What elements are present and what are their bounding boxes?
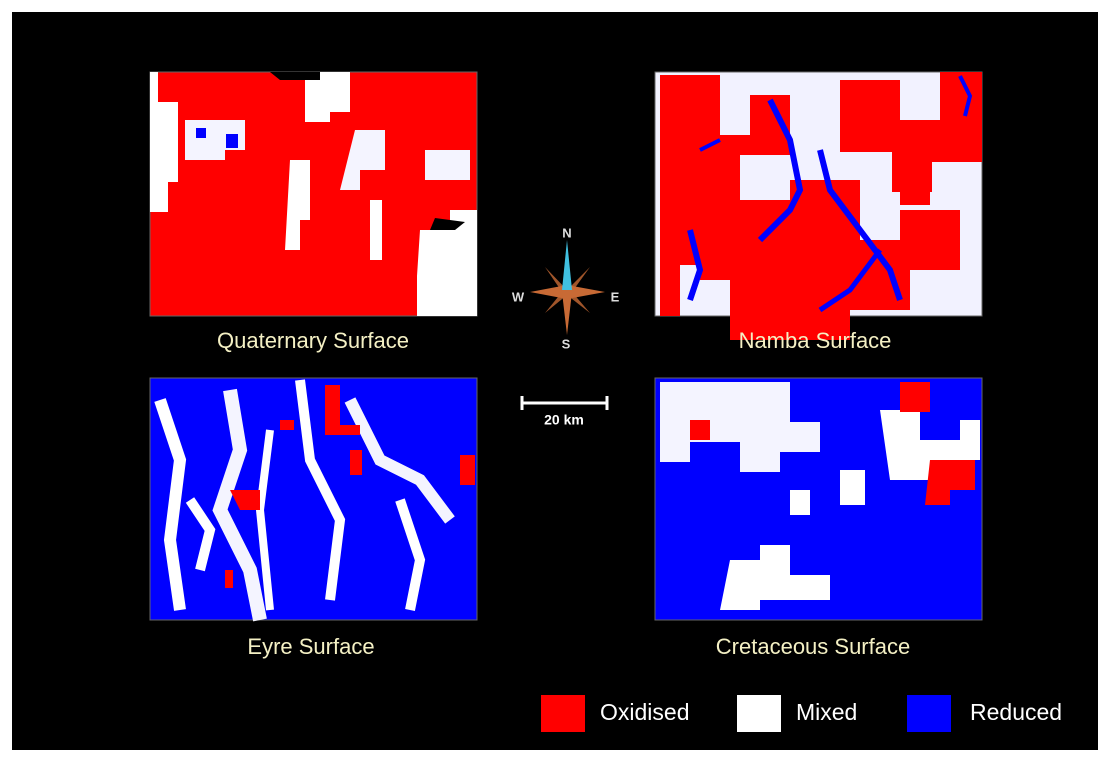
map-eyre [150, 378, 477, 620]
panel-title: Cretaceous Surface [716, 634, 910, 659]
legend-swatch [541, 695, 585, 732]
compass-label: E [611, 289, 620, 304]
figure: Quaternary Surface Namba Surface Eyre Su… [0, 0, 1104, 762]
legend-label: Mixed [796, 699, 857, 725]
compass-label: W [512, 289, 525, 304]
legend-label: Reduced [970, 699, 1062, 725]
compass-label: S [562, 336, 571, 351]
map-cretaceous [655, 378, 982, 620]
legend-swatch [737, 695, 781, 732]
map-quaternary [150, 72, 477, 316]
panel-title: Eyre Surface [247, 634, 374, 659]
legend-label: Oxidised [600, 699, 689, 725]
panel-title: Quaternary Surface [217, 328, 409, 353]
scale-label: 20 km [544, 412, 584, 428]
map-namba [655, 72, 982, 340]
compass-label: N [562, 225, 571, 240]
panel-title: Namba Surface [739, 328, 892, 353]
legend-swatch [907, 695, 951, 732]
